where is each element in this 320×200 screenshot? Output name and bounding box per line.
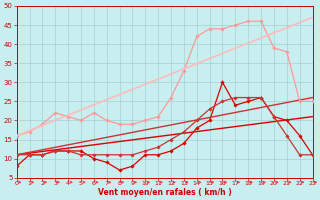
X-axis label: Vent moyen/en rafales ( km/h ): Vent moyen/en rafales ( km/h ) — [98, 188, 231, 197]
